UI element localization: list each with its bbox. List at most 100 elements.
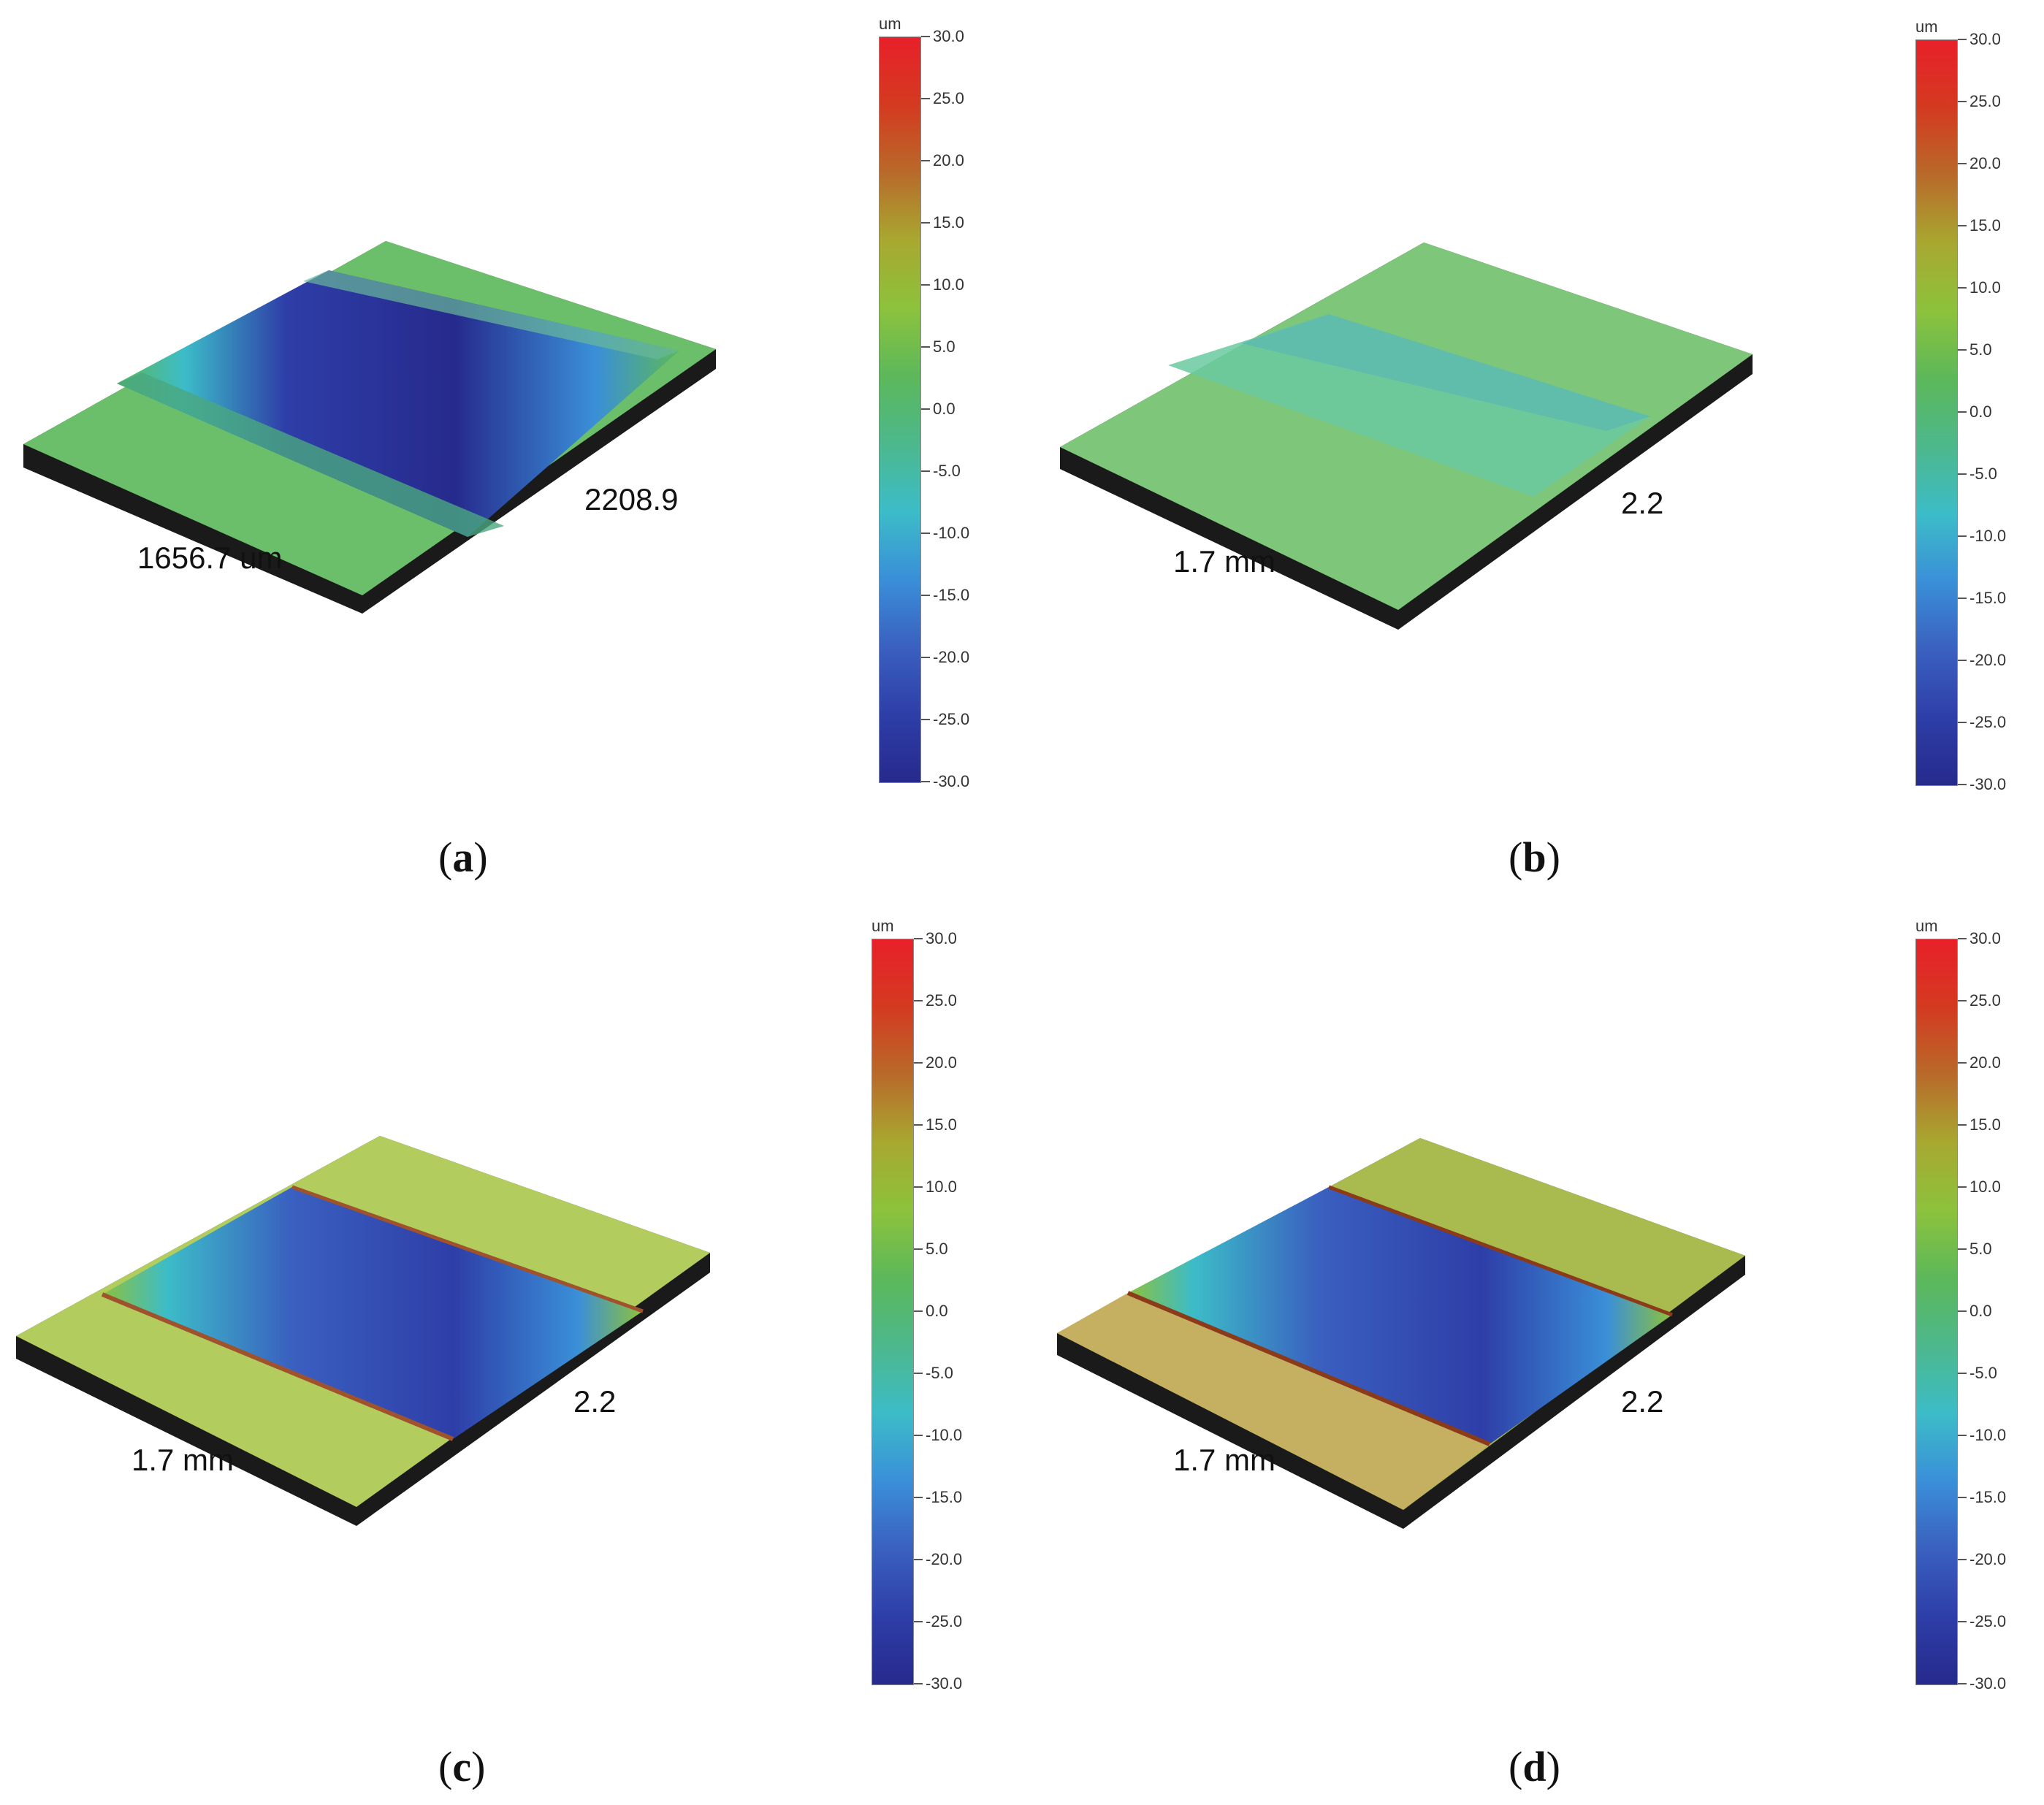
panel-d: 1.7 mm 2.2 (d) [1022,902,2044,1804]
colorbar-gradient [1915,939,1958,1685]
colorbar-tick-mark [914,1621,923,1622]
colorbar-tick-mark [1958,1435,1967,1436]
colorbar-unit-label: um [879,15,901,33]
colorbar-tick-mark [921,781,930,782]
colorbar-tick-mark [1958,101,1967,102]
colorbar-tick-label: 5.0 [933,337,956,356]
colorbar-tick-mark [921,408,930,410]
colorbar-tick-label: 15.0 [926,1115,957,1134]
colorbar-tick-mark [914,1248,923,1250]
colorbar-tick-mark [1958,1621,1967,1622]
colorbar-tick-label: -5.0 [1969,1364,1997,1382]
colorbar-tick-label: -20.0 [926,1550,963,1568]
dimension-y-label: 2.2 [573,1384,617,1419]
colorbar-tick-mark [1958,1310,1967,1312]
colorbar-tick-label: 0.0 [933,400,956,418]
dimension-y-label: 2.2 [1621,486,1664,520]
dimension-x-label: 1656.7 um [137,541,283,575]
colorbar-tick-label: -15.0 [926,1488,963,1506]
colorbar-tick-label: 10.0 [1969,1178,2001,1196]
surface-3d-a [23,241,716,614]
colorbar-tick-label: -5.0 [1969,465,1997,483]
colorbar-tick-label: -30.0 [926,1674,963,1693]
colorbar-tick-mark [921,533,930,534]
panel-label-c: (c) [438,1743,486,1790]
colorbar-gradient [879,37,921,783]
colorbar-unit-label: um [1915,917,1938,935]
colorbar-tick-mark [1958,1373,1967,1374]
dimension-x-label: 1.7 mm [1173,544,1276,579]
colorbar-tick-mark [1958,473,1967,475]
colorbar-tick-mark [1958,1186,1967,1188]
colorbar-tick-label: -20.0 [933,648,970,666]
colorbar-tick-mark [1958,722,1967,723]
colorbar-tick-mark [1958,163,1967,164]
colorbar-tick-label: -15.0 [933,586,970,604]
surface-3d-b [1060,243,1753,630]
colorbar-tick-mark [1958,225,1967,226]
colorbar-tick-mark [921,160,930,161]
colorbar-tick-label: 30.0 [933,27,964,45]
colorbar-tick-mark [1958,1559,1967,1560]
colorbar-unit-label: um [1915,18,1938,36]
colorbar-tick-mark [1958,411,1967,413]
colorbar-tick-mark [914,1310,923,1312]
colorbar-tick-label: 25.0 [1969,991,2001,1010]
colorbar-tick-mark [914,1683,923,1684]
colorbar-tick-mark [914,1497,923,1498]
colorbar-tick-mark [921,470,930,472]
colorbar-tick-mark [921,719,930,720]
colorbar-tick-mark [1958,1062,1967,1064]
dimension-x-label: 1.7 mm [1173,1443,1276,1477]
panel-b: 1.7 mm 2.2 (b) [1022,0,2044,902]
colorbar-tick-label: 20.0 [933,151,964,169]
colorbar-tick-mark [921,36,930,37]
colorbar-tick-mark [1958,349,1967,351]
colorbar-tick-mark [1958,1683,1967,1684]
colorbar-tick-label: 5.0 [1969,1240,1992,1258]
dimension-y-label: 2208.9 [584,482,679,516]
colorbar-tick-label: -15.0 [1969,589,2007,607]
colorbar-tick-mark [1958,1248,1967,1250]
colorbar-gradient [872,939,914,1685]
colorbar-tick-label: -10.0 [1969,527,2007,545]
panel-label-b: (b) [1509,833,1560,881]
colorbar-tick-label: -20.0 [1969,1550,2007,1568]
colorbar-tick-label: -10.0 [1969,1426,2007,1444]
colorbar-tick-mark [921,284,930,286]
colorbar-tick-mark [914,938,923,939]
colorbar-tick-label: 20.0 [1969,154,2001,172]
colorbar-tick-label: -5.0 [926,1364,953,1382]
colorbar-tick-label: 30.0 [1969,30,2001,48]
colorbar-tick-label: 15.0 [933,213,964,232]
colorbar-tick-label: 0.0 [926,1302,948,1320]
colorbar-tick-mark [1958,1000,1967,1001]
surface-3d-d [1057,1138,1745,1529]
colorbar-tick-label: -20.0 [1969,651,2007,669]
colorbar-tick-label: 10.0 [933,275,964,294]
dimension-y-label: 2.2 [1621,1384,1664,1419]
colorbar-tick-mark [921,657,930,658]
colorbar-tick-mark [1958,784,1967,785]
colorbar-tick-mark [1958,1497,1967,1498]
colorbar-tick-mark [921,346,930,348]
colorbar-tick-label: -15.0 [1969,1488,2007,1506]
colorbar-tick-mark [914,1124,923,1126]
colorbar-tick-mark [1958,938,1967,939]
colorbar-tick-mark [914,1000,923,1001]
colorbar-tick-label: 25.0 [926,991,957,1010]
colorbar-tick-label: -30.0 [933,772,970,790]
dimension-x-label: 1.7 mm [131,1443,234,1477]
panel-a: 1656.7 um 2208.9 (a) [0,0,1022,902]
colorbar-tick-label: 30.0 [1969,929,2001,947]
colorbar-tick-mark [921,222,930,224]
surface-3d-c [16,1136,710,1526]
colorbar-tick-label: 20.0 [1969,1053,2001,1072]
colorbar-tick-label: 0.0 [1969,1302,1992,1320]
colorbar-gradient [1915,39,1958,786]
colorbar-tick-label: -25.0 [1969,713,2007,731]
colorbar-tick-label: 5.0 [926,1240,948,1258]
colorbar-tick-mark [1958,598,1967,599]
colorbar-unit-label: um [872,917,894,935]
colorbar-tick-label: -25.0 [1969,1612,2007,1630]
